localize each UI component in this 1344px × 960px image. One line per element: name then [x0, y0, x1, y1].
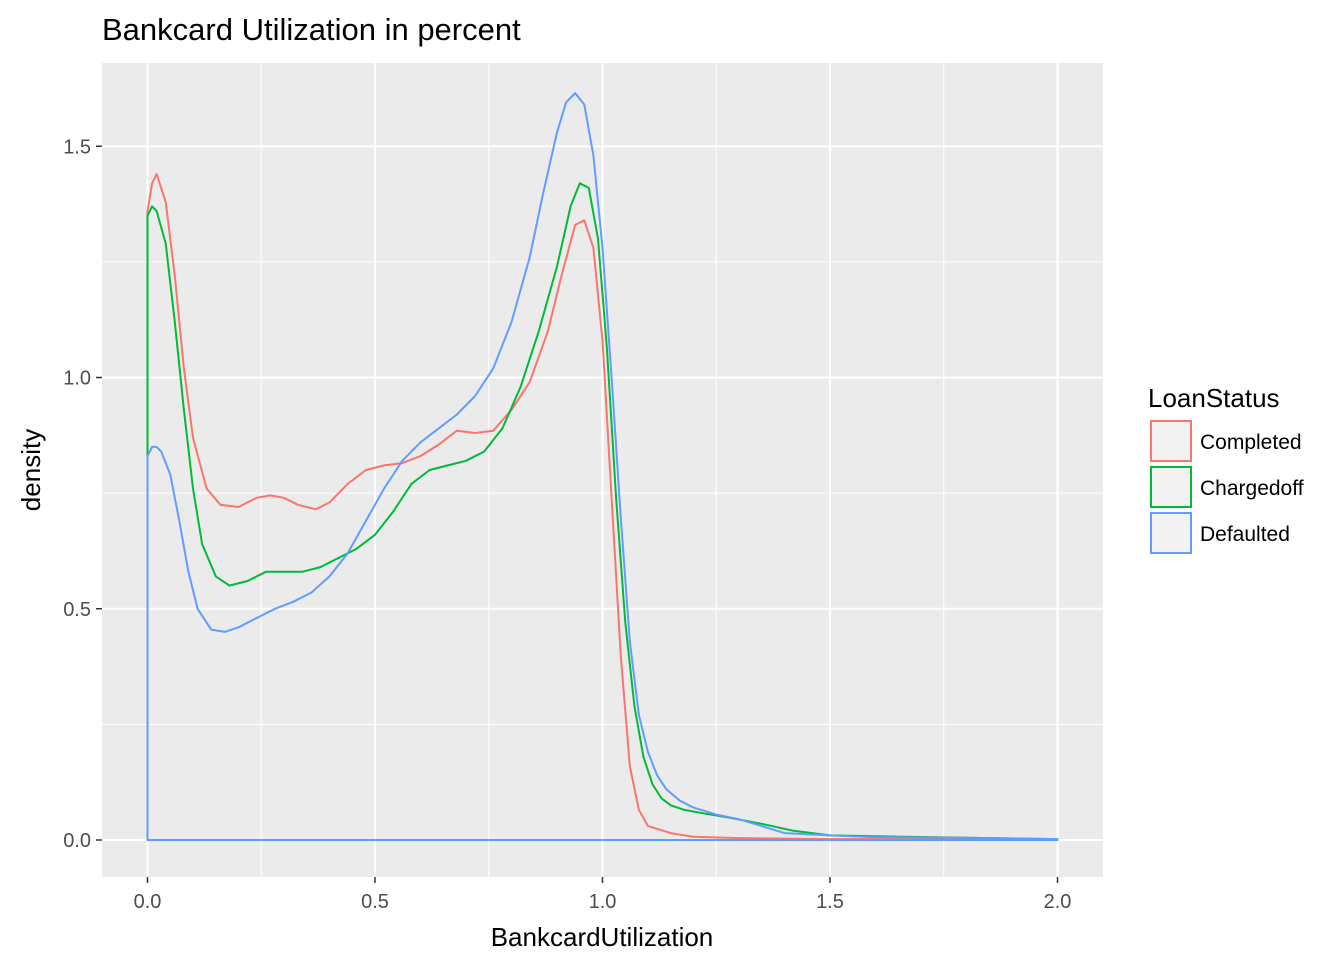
- x-axis-title: BankcardUtilization: [491, 922, 714, 952]
- y-tick-label: 1.5: [63, 136, 91, 158]
- y-axis-title: density: [16, 429, 46, 511]
- legend-title: LoanStatus: [1148, 383, 1280, 413]
- series-line-completed: [146, 173, 1059, 841]
- legend: LoanStatus Completed Chargedoff Defaulted: [1148, 383, 1304, 554]
- y-axis: 0.0 0.5 1.0 1.5: [63, 136, 102, 852]
- chart-title: Bankcard Utilization in percent: [102, 12, 521, 47]
- x-tick-label: 1.5: [816, 891, 844, 913]
- x-tick-label: 1.0: [589, 891, 617, 913]
- y-tick-label: 1.0: [63, 368, 91, 390]
- legend-key-defaulted: [1150, 512, 1192, 554]
- legend-label-completed: Completed: [1200, 431, 1302, 454]
- legend-label-chargedoff: Chargedoff: [1200, 477, 1304, 500]
- x-tick-label: 0.0: [134, 891, 162, 913]
- x-tick-label: 2.0: [1044, 891, 1072, 913]
- legend-items: Completed Chargedoff Defaulted: [1150, 420, 1304, 554]
- series-layer: [146, 92, 1059, 841]
- legend-key-completed: [1150, 420, 1192, 462]
- series-line-defaulted: [146, 92, 1059, 841]
- x-axis: 0.0 0.5 1.0 1.5 2.0: [134, 877, 1072, 913]
- legend-key-chargedoff: [1150, 466, 1192, 508]
- x-tick-label: 0.5: [361, 891, 389, 913]
- y-tick-label: 0.5: [63, 599, 91, 621]
- legend-label-defaulted: Defaulted: [1200, 523, 1290, 546]
- y-tick-label: 0.0: [63, 830, 91, 852]
